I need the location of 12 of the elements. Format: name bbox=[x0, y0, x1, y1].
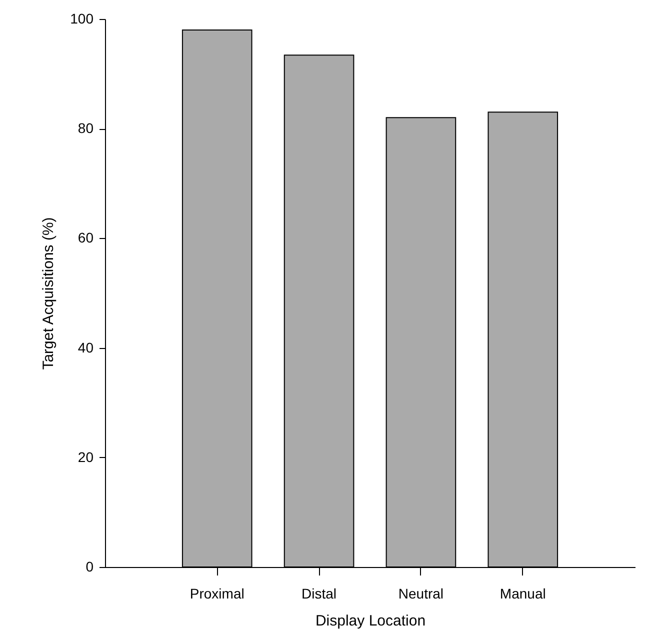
y-tick-label: 20 bbox=[78, 448, 94, 465]
x-tick-label: Proximal bbox=[190, 586, 244, 602]
y-tick-label: 0 bbox=[86, 558, 94, 574]
y-tick-label: 80 bbox=[78, 120, 94, 136]
x-axis-title: Display Location bbox=[315, 612, 426, 630]
x-tick-label: Manual bbox=[500, 586, 546, 602]
y-axis-title: Target Acquisitions (%) bbox=[40, 217, 58, 370]
x-tick-label: Neutral bbox=[398, 586, 444, 602]
x-tick-label: Distal bbox=[302, 586, 337, 602]
y-tick-label: 100 bbox=[70, 10, 94, 26]
y-tick-label: 60 bbox=[78, 230, 94, 246]
y-tick-label: 40 bbox=[78, 339, 94, 356]
